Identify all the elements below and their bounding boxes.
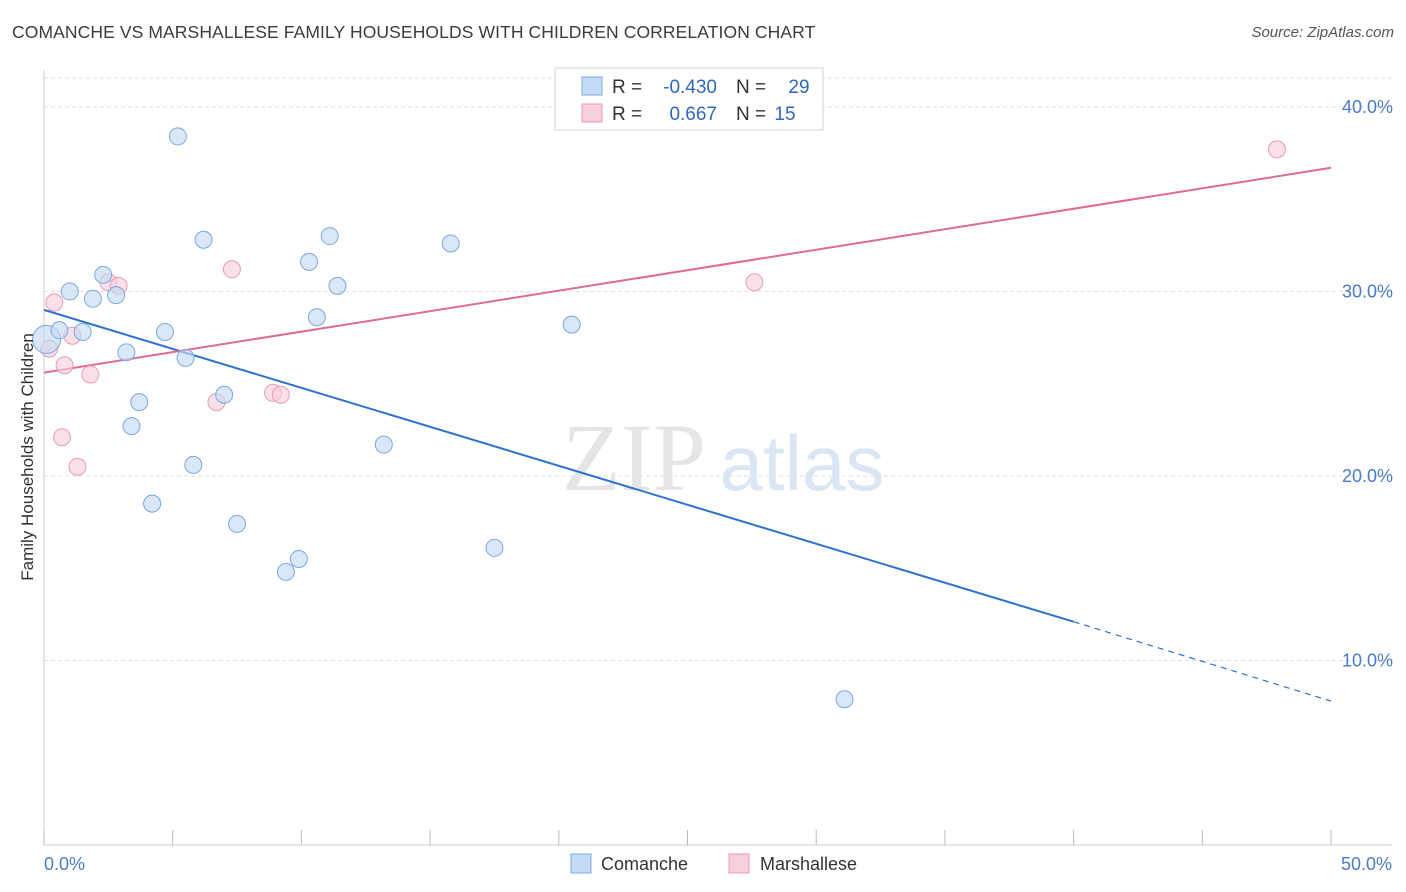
- point-comanche: [328, 276, 347, 295]
- legend-r-label-marshallese: R =: [612, 104, 642, 125]
- stats-legend: R = -0.430 N = 29 R = 0.667 N = 15: [554, 67, 824, 131]
- legend-n-label-marshallese: N =: [736, 104, 766, 125]
- legend-r-value-marshallese: 0.667: [669, 104, 717, 125]
- legend-r-value-comanche: -0.430: [663, 77, 717, 98]
- point-comanche: [276, 562, 295, 581]
- legend-swatch-marshallese: [581, 103, 603, 123]
- point-comanche: [122, 417, 141, 436]
- series-legend: Comanche Marshallese: [570, 853, 857, 874]
- point-comanche: [50, 321, 69, 340]
- point-comanche: [307, 308, 326, 327]
- point-comanche: [168, 127, 187, 146]
- point-marshallese: [81, 365, 100, 384]
- point-marshallese: [1267, 140, 1286, 159]
- y-tick-label: 10.0%: [1342, 650, 1393, 670]
- legend-label-marshallese: Marshallese: [760, 854, 857, 874]
- watermark-zip: ZIP: [562, 404, 706, 511]
- point-comanche: [562, 315, 581, 334]
- point-comanche: [215, 385, 234, 404]
- legend-n-value-comanche: 29: [788, 77, 809, 98]
- y-tick-labels: 10.0% 20.0% 30.0% 40.0%: [1342, 97, 1393, 671]
- x-tick-label-min: 0.0%: [44, 854, 85, 874]
- point-marshallese: [53, 428, 72, 447]
- point-comanche: [228, 514, 247, 533]
- source-credit: Source: ZipAtlas.com: [1251, 24, 1394, 41]
- x-tick-label-max: 50.0%: [1341, 854, 1392, 874]
- point-comanche: [835, 690, 854, 709]
- trendline-marshallese: [43, 166, 1332, 374]
- trendline-comanche-extrapolated: [1073, 621, 1332, 702]
- point-comanche: [300, 252, 319, 271]
- legend-swatch-comanche-bottom: [570, 853, 592, 874]
- point-comanche: [176, 348, 195, 367]
- point-comanche: [73, 323, 92, 342]
- y-tick-label: 40.0%: [1342, 97, 1393, 117]
- point-comanche: [320, 227, 339, 246]
- chart-title: COMANCHE VS MARSHALLESE FAMILY HOUSEHOLD…: [12, 22, 816, 42]
- grid-lines: [44, 77, 1392, 661]
- y-tick-label: 30.0%: [1342, 281, 1393, 301]
- y-tick-label: 20.0%: [1342, 466, 1393, 486]
- point-marshallese: [68, 457, 87, 476]
- point-comanche: [107, 286, 126, 305]
- point-comanche: [441, 234, 460, 253]
- point-marshallese: [45, 293, 64, 312]
- data-points: [32, 127, 1286, 709]
- legend-n-label-comanche: N =: [736, 77, 766, 98]
- point-marshallese: [222, 260, 241, 279]
- point-comanche: [83, 289, 102, 308]
- legend-swatch-comanche: [581, 76, 603, 96]
- point-comanche: [194, 230, 213, 249]
- y-axis-label: Family Households with Children: [18, 333, 37, 581]
- trend-lines: [43, 166, 1332, 702]
- watermark-atlas: atlas: [720, 419, 885, 507]
- legend-n-value-marshallese: 15: [774, 104, 795, 125]
- legend-swatch-marshallese-bottom: [728, 853, 750, 874]
- point-comanche: [130, 393, 149, 412]
- x-ticks: [43, 830, 1332, 845]
- point-comanche: [117, 343, 136, 362]
- point-comanche: [94, 265, 113, 284]
- point-comanche: [184, 455, 203, 474]
- point-marshallese: [271, 385, 290, 404]
- trendline-comanche: [43, 308, 1074, 623]
- point-comanche: [60, 282, 79, 301]
- point-comanche: [155, 323, 174, 342]
- point-comanche: [143, 494, 162, 513]
- point-comanche: [374, 435, 393, 454]
- point-comanche: [485, 538, 504, 557]
- point-marshallese: [55, 356, 74, 375]
- legend-label-comanche: Comanche: [601, 854, 688, 874]
- point-comanche: [289, 549, 308, 568]
- point-marshallese: [745, 273, 764, 292]
- legend-r-label-comanche: R =: [612, 77, 642, 98]
